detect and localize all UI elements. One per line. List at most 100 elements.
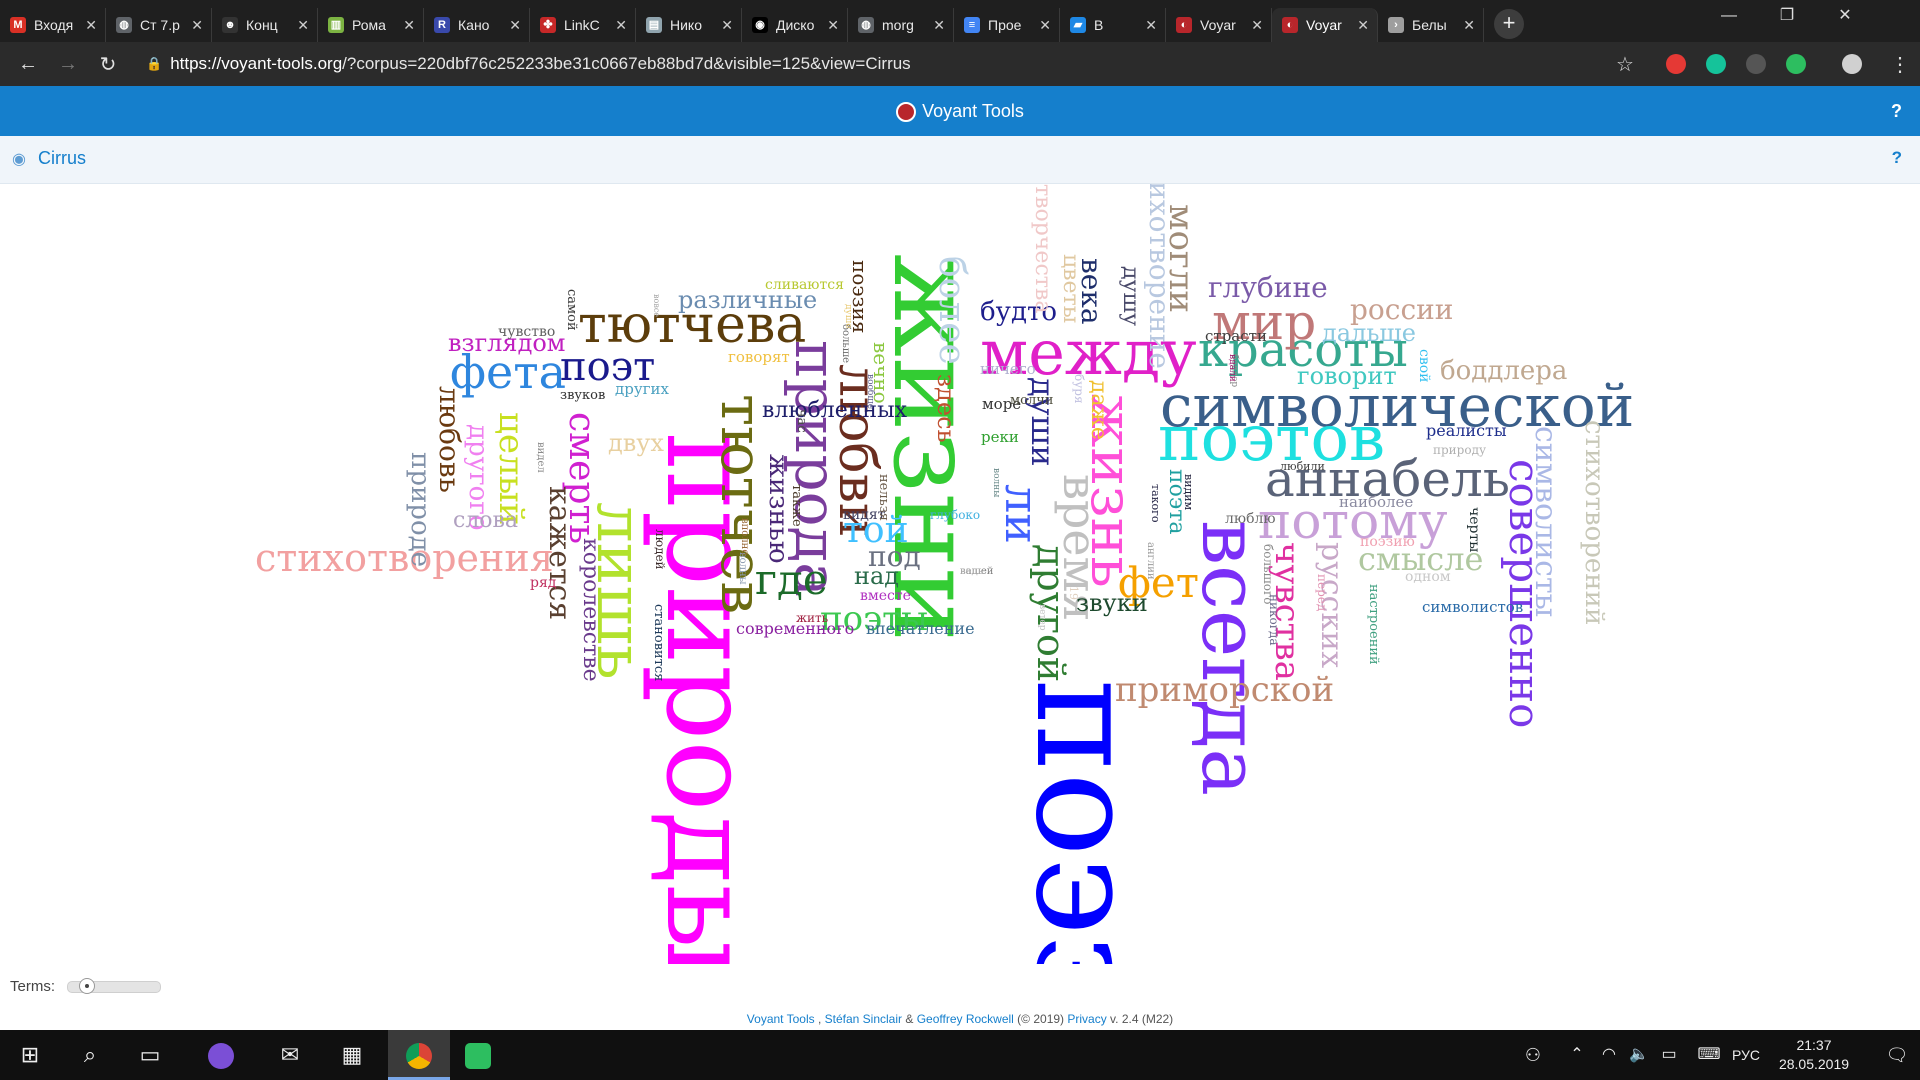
cloud-word[interactable]: впечатление (866, 619, 975, 638)
cloud-word[interactable]: англии (1145, 542, 1156, 580)
bookmark-star-icon[interactable]: ☆ (1616, 54, 1634, 76)
cloud-word[interactable]: молчи (1010, 393, 1053, 408)
cloud-word[interactable]: вдали (1227, 354, 1237, 382)
browser-tab[interactable]: M Входя ✕ (0, 8, 106, 42)
cloud-word[interactable]: видят (843, 507, 886, 523)
eye-icon[interactable]: ◉ (12, 151, 26, 168)
cloud-word[interactable]: приморской (1115, 670, 1334, 710)
browser-tab[interactable]: ◍ morg ✕ (848, 8, 954, 42)
cloud-word[interactable]: душу (1118, 266, 1143, 326)
cloud-word[interactable]: любви (827, 364, 887, 538)
cloud-word[interactable]: символической (1160, 372, 1634, 440)
cloud-word[interactable]: волны (991, 468, 1001, 497)
cloud-word[interactable]: современного (736, 619, 854, 638)
cloud-word[interactable]: могли (1161, 204, 1201, 313)
cloud-word[interactable]: лишь (582, 502, 656, 680)
cloud-word[interactable]: двух (608, 429, 664, 457)
language-indicator[interactable]: РУС (1732, 1047, 1761, 1063)
cloud-word[interactable]: 19 (1067, 586, 1080, 600)
cloud-word[interactable]: ничего (980, 360, 1036, 378)
cloud-word[interactable]: волны (737, 552, 748, 585)
cloud-word[interactable]: также (789, 484, 804, 527)
cloud-word[interactable]: взглядом (448, 329, 565, 357)
cloud-word[interactable]: русских (1314, 542, 1349, 668)
cloud-word[interactable]: самой (564, 289, 579, 331)
tab-close-icon[interactable]: ✕ (1039, 16, 1051, 33)
cloud-word[interactable]: реки (981, 428, 1019, 446)
cloud-word[interactable]: бодлер (1229, 354, 1240, 387)
cloud-word[interactable]: говорят (728, 348, 790, 366)
cloud-word[interactable]: стихотворения (255, 536, 554, 580)
cloud-word[interactable]: душе (843, 304, 853, 329)
extension-red-icon[interactable] (1666, 54, 1686, 74)
cloud-word[interactable]: всегда (1184, 520, 1277, 796)
cloud-word[interactable]: настроений (1366, 584, 1381, 665)
cloud-word[interactable]: никогда (1267, 594, 1281, 646)
cloud-word[interactable]: даже (1086, 380, 1111, 440)
cloud-word[interactable]: нельзя (876, 474, 891, 521)
footer-author2-link[interactable]: Geoffrey Rockwell (916, 1012, 1014, 1026)
cortana-mic-icon[interactable] (196, 1030, 246, 1080)
cloud-word[interactable]: вовсе (652, 294, 661, 317)
cloud-word[interactable]: жизнь (1078, 394, 1146, 588)
cloud-word[interactable]: поэт (560, 344, 655, 390)
tab-close-icon[interactable]: ✕ (933, 16, 945, 33)
terms-slider[interactable] (67, 978, 161, 994)
cloud-word[interactable]: мир (1212, 293, 1316, 351)
cloud-word[interactable]: символисты (1528, 426, 1563, 617)
back-arrow-icon[interactable]: ← (18, 52, 38, 75)
menu-dots-icon[interactable]: ⋮ (1890, 54, 1910, 76)
tab-close-icon[interactable]: ✕ (509, 16, 521, 33)
cloud-word[interactable]: боддлера (1440, 356, 1567, 386)
cloud-word[interactable]: стихотворений (1579, 420, 1609, 625)
cloud-word[interactable]: здесь (932, 374, 960, 443)
cloud-word[interactable]: королевстве (578, 538, 603, 682)
cloud-word[interactable]: другой (1029, 544, 1073, 682)
battery-icon[interactable]: ▭ (1661, 1046, 1677, 1063)
cloud-word[interactable]: видел (535, 442, 546, 473)
browser-tab[interactable]: ≡ Прое ✕ (954, 8, 1060, 42)
cloud-word[interactable]: ли (995, 484, 1049, 544)
browser-tab[interactable]: R Кано ✕ (424, 8, 530, 42)
cloud-word[interactable]: дальше (1322, 319, 1416, 347)
cloud-word[interactable]: время (1053, 474, 1107, 621)
browser-tab[interactable]: › Белы ✕ (1378, 8, 1484, 42)
cloud-word[interactable]: глубоко (930, 508, 980, 522)
cloud-word[interactable]: вместе (860, 588, 911, 604)
cloud-word[interactable]: потому (1258, 492, 1448, 550)
cloud-word[interactable]: видим (1182, 474, 1195, 511)
cloud-word[interactable]: наиболее (1339, 493, 1413, 511)
cloud-word[interactable]: более (931, 256, 972, 365)
browser-tab[interactable]: ◍ Ст 7.р ✕ (106, 8, 212, 42)
cloud-word[interactable]: красоты (1198, 322, 1408, 378)
tab-close-icon[interactable]: ✕ (191, 16, 203, 33)
footer-app-link[interactable]: Voyant Tools (746, 1012, 815, 1026)
notifications-icon[interactable]: 🗨 (1885, 1045, 1909, 1065)
cloud-word[interactable]: любовь (433, 386, 466, 493)
cloud-word[interactable]: ведь (960, 566, 984, 577)
footer-author1-link[interactable]: Stéfan Sinclair (824, 1012, 903, 1026)
windows-start-icon[interactable]: ⊞ (20, 1042, 40, 1067)
tab-close-icon[interactable]: ✕ (85, 16, 97, 33)
evernote-icon[interactable] (1786, 54, 1806, 74)
cloud-word[interactable]: жизнью (763, 454, 793, 564)
cloud-word[interactable]: глубине (1208, 271, 1328, 304)
cloud-word[interactable]: поэзию (1360, 534, 1415, 550)
cloud-word[interactable]: аннабель (1265, 450, 1510, 508)
cloud-word[interactable]: говорит (1297, 362, 1397, 390)
cloud-word[interactable]: природы (640, 432, 778, 964)
cloud-word[interactable]: слова (453, 508, 518, 533)
cloud-word[interactable]: природе (405, 452, 435, 567)
browser-tab[interactable]: ◉ Диско ✕ (742, 8, 848, 42)
cloud-word[interactable]: души (1024, 377, 1062, 467)
cloud-word[interactable]: фет (1118, 558, 1199, 607)
cloud-word[interactable]: символистов (1422, 598, 1523, 616)
cloud-word[interactable]: века (1075, 258, 1108, 325)
cloud-word[interactable]: целый (491, 412, 531, 525)
cloud-word[interactable]: творчества (1030, 184, 1055, 313)
cloud-word[interactable]: жить (796, 611, 829, 625)
clock[interactable]: 21:37 28.05.2019 (1772, 1036, 1856, 1074)
reload-icon[interactable]: ↻ (99, 53, 117, 76)
cloud-word[interactable]: чувства (1267, 542, 1307, 681)
cloud-word[interactable]: сливаются (765, 277, 844, 293)
